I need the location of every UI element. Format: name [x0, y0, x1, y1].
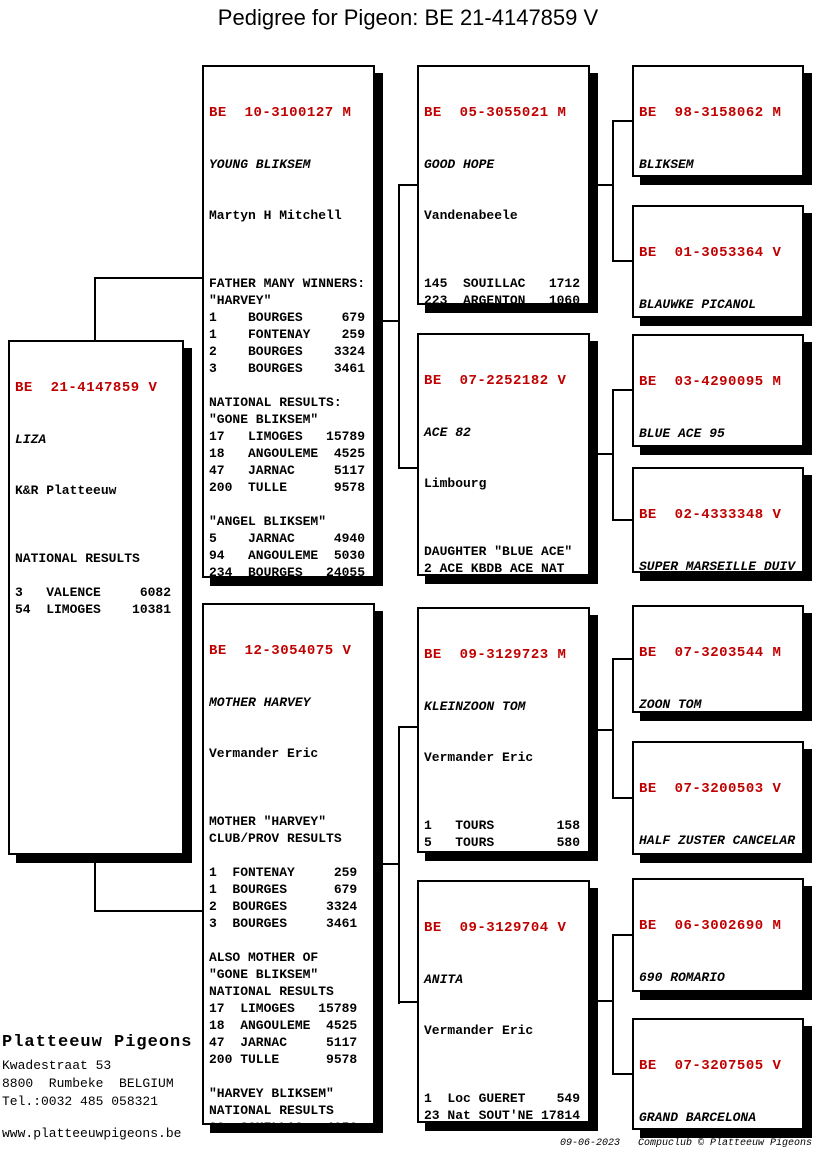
pigeon-name: SUPER MARSEILLE DUIV	[639, 559, 796, 573]
connector-line	[375, 863, 400, 865]
connector-line	[590, 729, 614, 731]
fancier-name: Limbourg	[424, 476, 487, 491]
connector-line	[590, 184, 614, 186]
box-dam: BE 12-3054075 V MOTHER HARVEY Vermander …	[202, 603, 375, 1125]
connector-line	[612, 797, 632, 799]
ring-number: BE 07-3200503 V	[639, 781, 782, 797]
connector-line	[612, 1073, 632, 1075]
ring-number: BE 01-3053364 V	[639, 245, 782, 261]
box-dam-sire-sire: BE 07-3203544 M ZOON TOM	[632, 605, 804, 713]
connector-line	[612, 658, 614, 799]
ring-number: BE 09-3129704 V	[424, 920, 567, 936]
fancier-name: Martyn H Mitchell	[209, 208, 342, 223]
box-sire-dam-sire: BE 03-4290095 M BLUE ACE 95 Limbourg 2nd…	[632, 334, 804, 447]
connector-line	[94, 853, 96, 912]
ring-number: BE 07-3203544 M	[639, 645, 782, 661]
connector-line	[612, 519, 632, 521]
connector-line	[612, 658, 632, 660]
box-sire: BE 10-3100127 M YOUNG BLIKSEM Martyn H M…	[202, 65, 375, 578]
ring-number: BE 21-4147859 V	[15, 380, 158, 396]
box-sire-sire: BE 05-3055021 M GOOD HOPE Vandenabeele 1…	[417, 65, 590, 305]
box-dam-dam: BE 09-3129704 V ANITA Vermander Eric 1 L…	[417, 880, 590, 1123]
loft-address-street: Kwadestraat 53	[2, 1058, 112, 1073]
box-subject: BE 21-4147859 V LIZA K&R Platteeuw NATIO…	[8, 340, 184, 855]
connector-line	[398, 726, 417, 728]
print-credit: 09-06-2023 Compuclub © Platteeuw Pigeons	[559, 1138, 812, 1149]
connector-line	[590, 1000, 614, 1002]
connector-line	[94, 277, 96, 342]
results-text: 1 TOURS 158 5 TOURS 580 13 TOURS 1033	[424, 818, 581, 850]
pigeon-name: GRAND BARCELONA	[639, 1110, 757, 1125]
ring-number: BE 03-4290095 M	[639, 374, 782, 390]
connector-line	[612, 934, 632, 936]
connector-line	[612, 120, 632, 122]
box-dam-dam-dam: BE 07-3207505 V GRAND BARCELONA Vermande…	[632, 1018, 804, 1130]
connector-line	[398, 184, 400, 469]
pigeon-name: MOTHER HARVEY	[209, 695, 311, 710]
ring-number: BE 12-3054075 V	[209, 643, 352, 659]
ring-number: BE 05-3055021 M	[424, 105, 567, 121]
results-text: 145 SOUILLAC 1712 223 ARGENTON 1060 407 …	[424, 276, 581, 305]
pigeon-name: KLEINZOON TOM	[424, 699, 526, 714]
pigeon-name: 690 ROMARIO	[639, 970, 725, 985]
pigeon-name: BLIKSEM	[639, 157, 694, 172]
loft-address-city: 8800 Rumbeke BELGIUM	[2, 1076, 174, 1091]
connector-line	[612, 934, 614, 1075]
ring-number: BE 02-4333348 V	[639, 507, 782, 523]
fancier-name: Vermander Eric	[424, 1023, 534, 1038]
pigeon-name: ANITA	[424, 972, 464, 987]
pigeon-name: LIZA	[15, 432, 47, 447]
connector-line	[398, 726, 400, 1004]
results-text: FATHER MANY WINNERS: "HARVEY" 1 BOURGES …	[209, 276, 366, 578]
connector-line	[612, 260, 632, 262]
connector-line	[375, 320, 400, 322]
pigeon-name: YOUNG BLIKSEM	[209, 157, 311, 172]
loft-brand-name: Platteeuw Pigeons	[2, 1033, 193, 1052]
box-sire-dam-dam: BE 02-4333348 V SUPER MARSEILLE DUIV Ael…	[632, 467, 804, 573]
connector-line	[398, 1001, 417, 1003]
box-sire-dam: BE 07-2252182 V ACE 82 Limbourg DAUGHTER…	[417, 333, 590, 576]
ring-number: BE 98-3158062 M	[639, 105, 782, 121]
ring-number: BE 06-3002690 M	[639, 918, 782, 934]
results-text: NATIONAL RESULTS 3 VALENCE 6082 54 LIMOG…	[15, 551, 172, 617]
results-text: DAUGHTER "BLUE ACE" 2 ACE KBDB ACE NAT 1…	[424, 544, 573, 576]
connector-line	[398, 184, 417, 186]
pigeon-name: ACE 82	[424, 425, 471, 440]
connector-line	[612, 389, 614, 521]
connector-line	[398, 467, 417, 469]
connector-line	[612, 389, 632, 391]
page-title: Pedigree for Pigeon: BE 21-4147859 V	[217, 5, 599, 30]
fancier-name: Vermander Eric	[424, 750, 534, 765]
ring-number: BE 09-3129723 M	[424, 647, 567, 663]
connector-line	[590, 453, 614, 455]
pigeon-name: BLUE ACE 95	[639, 426, 725, 441]
pigeon-name: GOOD HOPE	[424, 157, 495, 172]
fancier-name: K&R Platteeuw	[15, 483, 117, 498]
connector-line	[612, 120, 614, 262]
box-dam-sire-dam: BE 07-3200503 V HALF ZUSTER CANCELAR can…	[632, 741, 804, 855]
results-text: 1 Loc GUERET 549 23 Nat SOUT'NE 17814	[424, 1091, 581, 1123]
fancier-name: Vermander Eric	[209, 746, 319, 761]
box-sire-sire-sire: BE 98-3158062 M BLIKSEM Vandenabeele 1 I…	[632, 65, 804, 177]
connector-line	[94, 910, 204, 912]
loft-website: www.platteeuwpigeons.be	[2, 1126, 182, 1141]
connector-line	[94, 277, 204, 279]
results-text: MOTHER "HARVEY" CLUB/PROV RESULTS 1 FONT…	[209, 814, 358, 1123]
loft-phone: Tel.:0032 485 058321	[2, 1094, 159, 1109]
box-dam-sire: BE 09-3129723 M KLEINZOON TOM Vermander …	[417, 607, 590, 853]
box-dam-dam-sire: BE 06-3002690 M 690 ROMARIO Vermander Er…	[632, 878, 804, 992]
ring-number: BE 07-3207505 V	[639, 1058, 782, 1074]
ring-number: BE 07-2252182 V	[424, 373, 567, 389]
fancier-name: Vandenabeele	[424, 208, 518, 223]
pigeon-name: ZOON TOM	[639, 697, 702, 712]
pigeon-name: HALF ZUSTER CANCELAR	[639, 833, 796, 848]
pigeon-name: BLAUWKE PICANOL	[639, 297, 757, 312]
ring-number: BE 10-3100127 M	[209, 105, 352, 121]
box-sire-sire-dam: BE 01-3053364 V BLAUWKE PICANOL Vandenab…	[632, 205, 804, 318]
